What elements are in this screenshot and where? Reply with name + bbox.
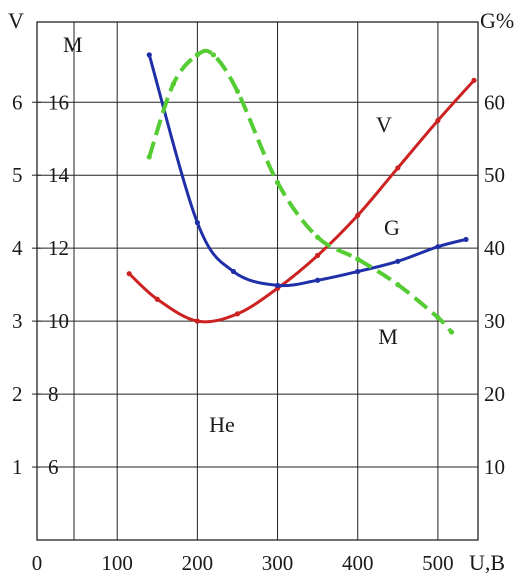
- g-tick-label: 10: [484, 455, 505, 479]
- curve-label-g: G: [384, 215, 400, 240]
- series-m-point: [234, 88, 241, 94]
- series-m-point: [315, 234, 321, 240]
- gas-annotation: He: [209, 412, 235, 437]
- x-tick-label: 400: [342, 551, 374, 575]
- g-tick-label: 30: [484, 309, 505, 333]
- series-g-point: [355, 268, 361, 275]
- v-tick-label: 3: [12, 309, 23, 333]
- series-v-point: [471, 77, 477, 83]
- v-tick-label: 4: [12, 236, 23, 260]
- series-m-point: [274, 179, 281, 186]
- series-v-point: [234, 311, 241, 317]
- grid: [37, 22, 478, 540]
- v-tick-label: 5: [12, 163, 23, 187]
- series-g-point: [463, 236, 469, 243]
- axes: [32, 21, 479, 541]
- series-m-point: [355, 256, 361, 262]
- series-v-line: [127, 78, 476, 324]
- series-g-point: [274, 282, 281, 288]
- series-v-point: [395, 165, 401, 171]
- m-tick-label: 16: [48, 90, 69, 114]
- series-v-point: [154, 296, 160, 302]
- series-layer: [126, 48, 477, 335]
- curve-label-m: M: [378, 324, 398, 349]
- m-axis-label: M: [63, 32, 83, 57]
- m-tick-label: 14: [48, 163, 70, 187]
- series-v-point: [435, 117, 441, 124]
- series-m-point: [194, 52, 200, 58]
- series-g-point: [395, 258, 401, 264]
- m-tick-label: 10: [48, 309, 69, 333]
- series-v-point: [194, 318, 200, 324]
- series-g-point: [435, 244, 441, 250]
- g-tick-label: 60: [484, 90, 505, 114]
- v-tick-label: 1: [12, 455, 23, 479]
- x-tick-label: 100: [101, 551, 133, 575]
- series-g-point: [315, 277, 321, 283]
- series-m-line: [147, 48, 454, 334]
- v-tick-label: 2: [12, 382, 23, 406]
- x-tick-label: 200: [182, 551, 214, 575]
- g-axis-label: G%: [480, 8, 514, 33]
- series-g-line: [147, 53, 468, 288]
- g-tick-label: 50: [484, 163, 505, 187]
- series-m-point: [448, 329, 455, 335]
- series-v-point: [315, 252, 321, 259]
- curve-label-v: V: [376, 112, 392, 137]
- series-g-point: [194, 220, 200, 226]
- text-layer: 0 100 200 300 400 500 U,B123456V6810121416M102…: [8, 8, 514, 575]
- series-g-point: [230, 268, 237, 275]
- v-tick-label: 6: [12, 90, 23, 114]
- m-tick-label: 8: [48, 382, 59, 406]
- m-tick-label: 6: [48, 455, 59, 479]
- series-m-point: [435, 314, 441, 321]
- series-m-point: [170, 81, 176, 87]
- series-m-point: [146, 154, 152, 160]
- series-v-point: [355, 212, 361, 218]
- x-tick-label: 0: [32, 551, 43, 575]
- series-m-point: [395, 282, 401, 288]
- x-tick-label: 500: [422, 551, 454, 575]
- m-tick-label: 12: [48, 236, 69, 260]
- series-m-point: [210, 52, 216, 58]
- x-tick-label: 300: [262, 551, 294, 575]
- series-g-point: [146, 52, 152, 58]
- plot-frame: [36, 21, 479, 541]
- series-v-point: [126, 271, 132, 277]
- g-tick-label: 40: [484, 236, 505, 260]
- x-axis-label: U,B: [469, 550, 505, 575]
- v-axis-label: V: [8, 8, 24, 33]
- g-tick-label: 20: [484, 382, 505, 406]
